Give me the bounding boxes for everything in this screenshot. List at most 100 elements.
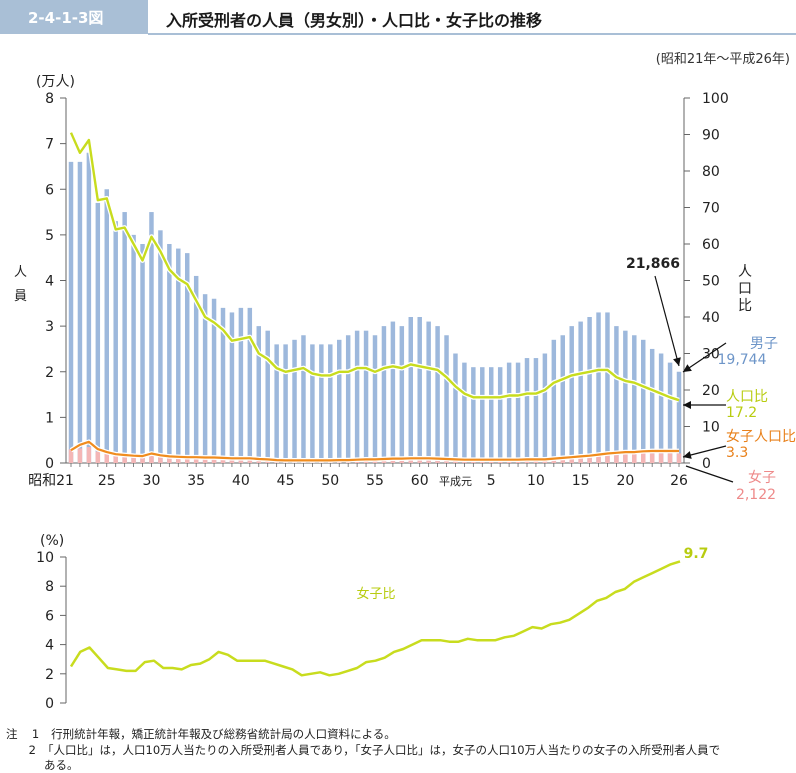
male-bar — [649, 348, 655, 463]
male-bar — [167, 244, 172, 463]
annotation-total-arrow — [654, 275, 680, 367]
male-bar — [193, 275, 199, 463]
left-tick-label: 8 — [45, 91, 54, 107]
male-bar — [211, 298, 217, 463]
right-tick-label: 70 — [702, 201, 720, 217]
male-bar — [444, 335, 449, 463]
male-bar — [77, 161, 83, 463]
male-bar — [202, 294, 208, 463]
male-bar — [632, 335, 637, 463]
annotation-ratio-value: 17.2 — [726, 405, 757, 421]
female-bar — [623, 453, 628, 463]
male-bar — [247, 307, 253, 463]
male-bar — [390, 321, 396, 463]
bottom-tick-label: 8 — [45, 579, 54, 595]
female-bar — [77, 448, 83, 463]
female-share-series-label: 女子比 — [356, 586, 395, 602]
male-bar — [471, 367, 476, 463]
right-tick-label: 50 — [702, 274, 720, 290]
right-axis-label: 口 — [738, 281, 752, 297]
male-bar — [319, 344, 324, 463]
male-bar — [542, 353, 548, 463]
annotation-ratio-label: 人口比 — [726, 389, 768, 405]
annotation-ratio-arrow-head — [683, 401, 691, 409]
female-bar — [676, 453, 682, 463]
male-bar — [515, 362, 521, 463]
male-bar — [238, 307, 244, 463]
male-bar — [641, 339, 646, 463]
header-rule — [148, 33, 796, 35]
left-axis-label: 員 — [14, 289, 27, 304]
annotation-female-ratio-label: 女子人口比 — [726, 428, 796, 445]
right-tick-label: 40 — [702, 310, 720, 326]
x-tick-label: 30 — [143, 473, 161, 489]
note-number: 1 — [31, 727, 40, 741]
bottom-tick-label: 6 — [45, 608, 54, 624]
note-1: 注 1 行刑統計年報，矯正統計年報及び総務省統計局の人口資料による。 — [6, 726, 396, 742]
female-bar — [176, 456, 181, 463]
left-tick-label: 5 — [45, 228, 54, 244]
female-bar — [167, 456, 172, 463]
male-bar — [569, 326, 574, 463]
note-text: 「人口比」は，人口10万人当たりの入所受刑者人員であり，「女子人口比」は，女子の… — [42, 743, 721, 757]
female-bar — [104, 453, 109, 463]
x-tick-label: 10 — [527, 473, 545, 489]
male-bar — [381, 326, 387, 463]
left-axis-label: 人 — [14, 265, 27, 280]
female-bar — [193, 457, 199, 463]
figure-header: 2-4-1-3図 入所受刑者の人員（男女別）・人口比・女子比の推移 — [0, 0, 796, 35]
female-bar — [587, 455, 592, 463]
female-population-ratio-line — [70, 440, 679, 462]
note-marker: 注 — [6, 727, 18, 741]
annotation-female-ratio-value: 3.3 — [726, 445, 748, 461]
female-bar — [632, 453, 637, 463]
male-bar — [283, 344, 288, 463]
female-bar — [641, 453, 646, 463]
female-bar — [149, 453, 154, 463]
female-bar — [185, 456, 190, 463]
female-bar — [95, 451, 101, 463]
male-bar — [462, 362, 467, 463]
right-axis-label: 人 — [738, 264, 752, 280]
annotation-male-label: 男子 — [750, 336, 778, 352]
x-tick-label: 60 — [411, 473, 429, 489]
note-2: 2 「人口比」は，人口10万人当たりの入所受刑者人員であり，「女子人口比」は，女子… — [18, 742, 720, 758]
male-bar — [623, 330, 628, 463]
figure-title: 入所受刑者の人員（男女別）・人口比・女子比の推移 — [166, 11, 543, 30]
male-bar — [676, 371, 682, 463]
bottom-tick-label: 0 — [45, 696, 54, 712]
left-tick-label: 3 — [45, 319, 54, 335]
male-bar — [489, 367, 494, 463]
female-bar — [68, 449, 74, 463]
right-tick-label: 0 — [702, 456, 711, 472]
right-tick-label: 20 — [702, 383, 720, 399]
male-bar — [480, 367, 485, 463]
male-bar — [229, 312, 235, 463]
bottom-axis-unit: (%) — [40, 533, 64, 549]
female-bar — [131, 455, 136, 463]
female-bar — [658, 453, 664, 463]
x-tick-label: 50 — [321, 473, 339, 489]
annotation-male-value: 19,744 — [718, 352, 767, 368]
female-bar — [140, 455, 145, 463]
x-tick-label: 40 — [232, 473, 250, 489]
male-bar — [372, 335, 378, 463]
note-2-cont: ある。 — [44, 757, 79, 773]
female-share-last-value: 9.7 — [684, 546, 709, 562]
male-bar — [435, 326, 440, 463]
male-bar — [310, 344, 315, 463]
annotation-female-pointer — [685, 465, 734, 483]
x-tick-label: 昭和21 — [28, 473, 74, 489]
male-bar — [426, 321, 431, 463]
female-bar — [202, 457, 208, 463]
male-bar — [551, 339, 557, 463]
male-bar — [86, 152, 92, 463]
female-bar — [667, 453, 673, 463]
female-bar — [605, 454, 610, 463]
male-bar — [667, 362, 673, 463]
male-bar — [363, 330, 369, 463]
annotation-female-label: 女子 — [748, 469, 776, 486]
figure-number: 2-4-1-3図 — [28, 9, 104, 27]
figure-number-badge: 2-4-1-3図 — [0, 0, 148, 34]
